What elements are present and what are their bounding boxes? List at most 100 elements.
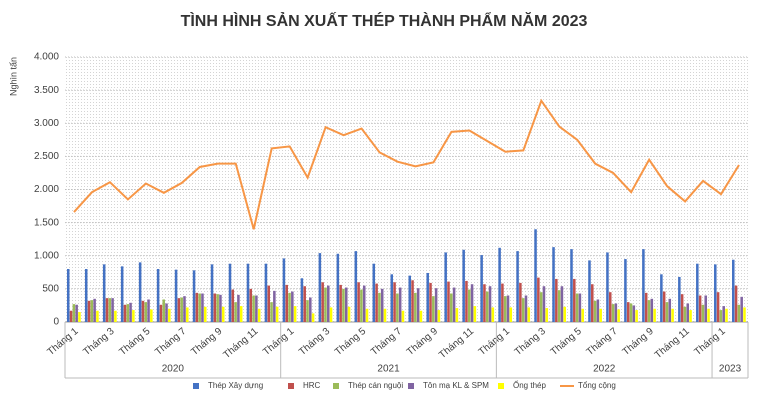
x-tick-label: Tháng 1 — [477, 326, 513, 358]
bar — [255, 295, 258, 322]
bar — [509, 307, 513, 322]
bar — [552, 247, 555, 322]
bar — [480, 255, 483, 322]
bar — [231, 289, 235, 322]
bar — [588, 260, 591, 322]
bar — [665, 302, 669, 322]
bar — [365, 308, 369, 322]
bar — [329, 307, 333, 322]
bar — [239, 306, 243, 322]
bar — [560, 286, 564, 322]
bar — [354, 251, 358, 322]
bar — [66, 269, 70, 322]
bar — [114, 310, 117, 322]
bar — [174, 269, 178, 322]
bar — [689, 310, 692, 322]
bar — [264, 263, 268, 322]
y-tick-label: 2.500 — [34, 151, 59, 162]
legend-swatch — [288, 383, 294, 389]
bar — [725, 308, 728, 322]
bar — [534, 229, 537, 322]
bar — [653, 308, 656, 322]
line — [73, 98, 740, 230]
bar — [285, 284, 288, 322]
bar — [698, 295, 702, 322]
bar — [75, 304, 78, 322]
bar — [342, 288, 345, 322]
legend-swatch — [193, 383, 199, 389]
x-tick-label: Tháng 5 — [117, 326, 153, 358]
x-tick-label: Tháng 1 — [261, 326, 297, 358]
bar — [563, 306, 567, 322]
bar — [606, 252, 609, 322]
bar — [434, 288, 438, 322]
bar — [516, 251, 519, 322]
bar — [327, 285, 330, 322]
bar — [390, 274, 394, 322]
bar — [578, 293, 582, 322]
y-tick-label: 500 — [42, 284, 59, 295]
bar — [680, 294, 684, 322]
bar — [465, 280, 468, 322]
bar — [629, 303, 633, 322]
bar — [608, 292, 612, 322]
bar — [555, 278, 558, 322]
bar — [647, 300, 651, 322]
x-tick-label: Tháng 9 — [621, 326, 657, 358]
bar — [650, 298, 654, 322]
bar — [503, 296, 507, 322]
bar — [375, 283, 378, 322]
bar — [132, 310, 135, 322]
bar — [743, 307, 746, 322]
bar — [362, 285, 366, 322]
x-tick-label: Tháng 3 — [513, 326, 549, 358]
bar — [617, 309, 620, 322]
bar — [201, 293, 204, 322]
bar — [614, 303, 618, 322]
bar — [419, 310, 423, 322]
bar — [539, 292, 543, 322]
bar — [524, 295, 528, 322]
bar — [447, 281, 450, 322]
bar — [644, 292, 648, 322]
bar — [147, 299, 150, 322]
bar — [521, 298, 525, 322]
bar — [740, 296, 743, 322]
bar — [426, 272, 429, 322]
bar — [570, 249, 573, 322]
bar — [575, 293, 579, 322]
bar — [216, 294, 219, 322]
bar — [624, 259, 627, 322]
legend-label: Ống thép — [513, 380, 546, 390]
y-tick-label: 1.500 — [34, 217, 59, 228]
bar — [411, 280, 414, 322]
bar — [408, 275, 412, 322]
bar — [485, 291, 489, 322]
group-label: 2020 — [162, 364, 185, 375]
bar — [357, 282, 360, 322]
bar — [470, 284, 474, 322]
bar — [450, 293, 453, 322]
x-tick-label: Tháng 7 — [153, 326, 189, 358]
bar — [488, 286, 492, 322]
x-tick-label: Tháng 3 — [81, 326, 117, 358]
bar — [291, 291, 294, 322]
bar — [347, 306, 351, 322]
bar — [401, 310, 405, 322]
bar — [123, 304, 127, 322]
x-tick-label: Tháng 7 — [369, 326, 405, 358]
bar — [165, 303, 168, 322]
bar — [701, 304, 705, 322]
bar — [219, 294, 222, 322]
bar — [635, 310, 638, 322]
bar — [591, 284, 594, 322]
legend-label: Tổng cộng — [578, 381, 616, 390]
y-tick-label: 3.500 — [34, 85, 59, 96]
bar — [593, 300, 597, 322]
bar — [249, 288, 253, 322]
bar — [398, 287, 402, 322]
bar — [696, 263, 699, 322]
bar — [611, 304, 615, 322]
legend-label: Tôn mạ KL & SPM — [423, 381, 489, 390]
bar — [84, 269, 88, 322]
